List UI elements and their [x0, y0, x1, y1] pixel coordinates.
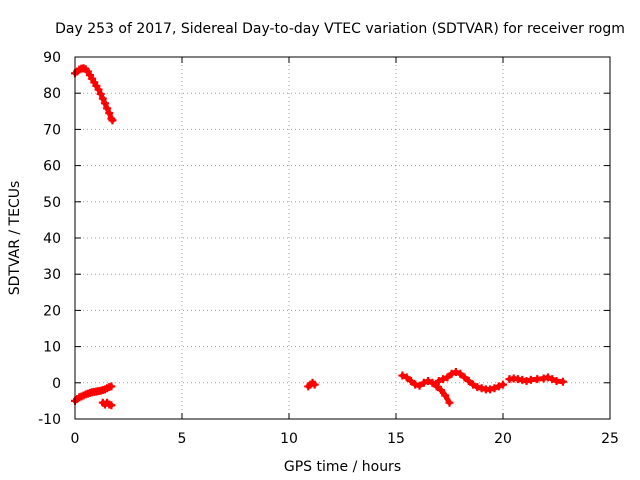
y-tick-label: 0 — [52, 376, 61, 392]
x-tick-label: 10 — [280, 431, 298, 447]
data-point — [558, 377, 567, 386]
data-point — [445, 398, 454, 407]
x-tick-label: 0 — [71, 431, 80, 447]
y-tick-label: 90 — [43, 50, 61, 66]
series-segment-1 — [71, 64, 117, 125]
series-segment-5 — [398, 371, 454, 407]
y-tick-label: 70 — [43, 122, 61, 138]
series-segment-3 — [98, 398, 116, 410]
chart-title: Day 253 of 2017, Sidereal Day-to-day VTE… — [55, 21, 625, 37]
y-tick-label: 80 — [43, 86, 61, 102]
series-segment-6 — [434, 367, 507, 394]
y-tick-label: 20 — [43, 303, 61, 319]
y-tick-label: 60 — [43, 159, 61, 175]
x-tick-label: 5 — [178, 431, 187, 447]
series-segment-4 — [304, 378, 319, 391]
tick-layer: -10 0 10 20 30 40 50 60 70 80 90 0 5 10 15 20 25 — [38, 50, 619, 447]
x-tick-label: 15 — [387, 431, 405, 447]
data-point — [310, 380, 319, 389]
y-tick-label: 50 — [43, 195, 61, 211]
x-axis-label: GPS time / hours — [284, 459, 401, 475]
y-tick-label: -10 — [38, 412, 61, 428]
data-point — [499, 380, 507, 389]
series-segment-7 — [505, 373, 567, 386]
data-point — [107, 382, 116, 391]
data-point — [107, 401, 116, 410]
y-tick-label: 40 — [43, 231, 61, 247]
x-tick-label: 25 — [601, 431, 619, 447]
x-tick-label: 20 — [494, 431, 512, 447]
y-tick-label: 10 — [43, 340, 61, 356]
y-tick-label: 30 — [43, 267, 61, 283]
y-axis-label: SDTVAR / TECUs — [7, 181, 23, 296]
series-layer — [71, 64, 567, 410]
plot-frame — [74, 56, 611, 420]
grid-layer — [75, 57, 610, 419]
data-point — [108, 116, 117, 125]
